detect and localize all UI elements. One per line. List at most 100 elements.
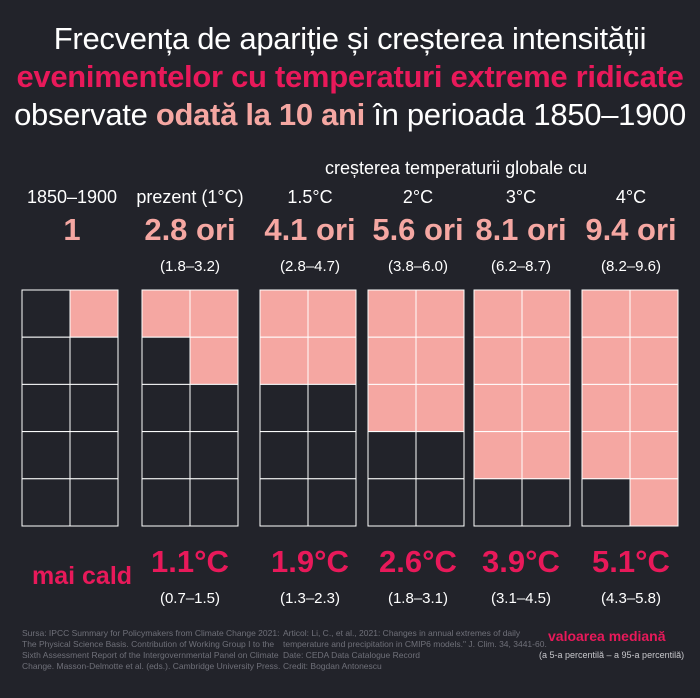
column-label: 2°C [402, 187, 434, 207]
frequency-value: 8.1 ori [475, 212, 567, 247]
frequency-range: (6.2–8.7) [490, 258, 552, 275]
grid-cell-highlighted [259, 336, 309, 385]
grid-cell-highlighted [581, 336, 631, 385]
grid-cell [141, 336, 191, 385]
grid-cell [21, 336, 71, 385]
grid-cell [307, 431, 357, 480]
grid-cell [141, 478, 191, 527]
warming-label: creșterea temperaturii globale cu [325, 158, 588, 178]
grid-cell-highlighted [415, 336, 465, 385]
frequency-range: (3.8–6.0) [387, 258, 449, 275]
frequency-grid [367, 289, 465, 527]
title-line-3-end: în perioada 1850–1900 [364, 97, 686, 132]
grid-cell-highlighted [473, 289, 523, 338]
source-right: Articol: Li, C., et al., 2021: Changes i… [283, 628, 547, 672]
frequency-range: (1.8–3.2) [159, 258, 221, 275]
temperature-range: (3.1–4.5) [490, 590, 552, 607]
grid-cell [69, 431, 119, 480]
grid-cell-highlighted [629, 478, 679, 527]
grid-cell [69, 383, 119, 433]
column-label: 4°C [615, 187, 647, 207]
grid-cell-highlighted [581, 383, 631, 433]
frequency-range: (8.2–9.6) [600, 258, 662, 275]
title-line-3-highlight: odată la 10 ani [155, 97, 365, 132]
grid-cell-highlighted [415, 289, 465, 338]
median-label: valoarea mediană [548, 628, 666, 644]
grid-cell [473, 478, 523, 527]
frequency-grid [21, 289, 119, 527]
grid-cell [69, 336, 119, 385]
source-left-line: Change. Masson-Delmotte et al. (eds.). C… [22, 661, 281, 671]
grid-cell-highlighted [629, 289, 679, 338]
frequency-grid [141, 289, 239, 527]
title-line-1: Frecvența de apariție și creșterea inten… [53, 21, 647, 56]
source-left-line: The Physical Science Basis. Contribution… [22, 639, 275, 649]
source-left-line: Sixth Assessment Report of the Intergove… [22, 650, 279, 660]
grid-cell [21, 478, 71, 527]
grid-cell [521, 478, 571, 527]
grid-cell [367, 431, 417, 480]
source-left-line: Sursa: IPCC Summary for Policymakers fro… [22, 628, 280, 638]
grid-cell [259, 431, 309, 480]
frequency-value: 9.4 ori [585, 212, 677, 247]
grid-cell [259, 478, 309, 527]
frequency-value: 2.8 ori [144, 212, 236, 247]
grid-cell [189, 383, 239, 433]
grid-cell [189, 431, 239, 480]
grid-cell-highlighted [367, 289, 417, 338]
title-line-3-start: observate [14, 97, 156, 132]
grid-cell [141, 383, 191, 433]
temperature-value: 5.1°C [592, 544, 670, 579]
grid-cell [415, 478, 465, 527]
grid-cell-highlighted [141, 289, 191, 338]
temperature-range: (0.7–1.5) [159, 590, 221, 607]
warmer-label: mai cald [32, 562, 133, 590]
grid-cell [141, 431, 191, 480]
title-line-2: evenimentelor cu temperaturi extreme rid… [16, 59, 684, 94]
source-right-line: Articol: Li, C., et al., 2021: Changes i… [283, 628, 521, 638]
grid-cell [21, 289, 71, 338]
grid-cell [367, 478, 417, 527]
column-label: 1.5°C [287, 187, 333, 207]
frequency-value: 4.1 ori [264, 212, 356, 247]
source-right-line: Credit: Bogdan Antonescu [283, 661, 382, 671]
grid-cell [581, 478, 631, 527]
grid-cell-highlighted [259, 289, 309, 338]
frequency-range: (2.8–4.7) [279, 258, 341, 275]
frequency-grid [581, 289, 679, 527]
grid-cell [307, 383, 357, 433]
grid-cell [307, 478, 357, 527]
column-label: prezent (1°C) [136, 187, 244, 207]
grid-cell [21, 431, 71, 480]
grid-cell [415, 431, 465, 480]
chart-title: Frecvența de apariție și creșterea inten… [0, 20, 700, 134]
temperature-range: (1.3–2.3) [279, 590, 341, 607]
grid-cell-highlighted [189, 289, 239, 338]
grid-cell [21, 383, 71, 433]
grid-cell-highlighted [629, 431, 679, 480]
grid-cell-highlighted [473, 383, 523, 433]
grid-cell-highlighted [69, 289, 119, 338]
temperature-value: 1.9°C [271, 544, 349, 579]
grid-cell [259, 383, 309, 433]
grid-cell-highlighted [307, 289, 357, 338]
grid-cell-highlighted [415, 383, 465, 433]
grid-cell [69, 478, 119, 527]
source-right-line: Date: CEDA Data Catalogue Record [283, 650, 421, 660]
temperature-range: (1.8–3.1) [387, 590, 449, 607]
temperature-value: 3.9°C [482, 544, 560, 579]
title-line-3: observate odată la 10 ani în perioada 18… [0, 96, 700, 134]
frequency-value: 1 [63, 212, 81, 247]
grid-cell-highlighted [473, 431, 523, 480]
grid-cell-highlighted [473, 336, 523, 385]
grid-cell-highlighted [521, 383, 571, 433]
grid-cell-highlighted [189, 336, 239, 385]
grid-cell-highlighted [521, 431, 571, 480]
frequency-grid [473, 289, 571, 527]
grid-cell-highlighted [629, 383, 679, 433]
frequency-value: 5.6 ori [372, 212, 464, 247]
column-label: 1850–1900 [26, 187, 118, 207]
grid-cell-highlighted [521, 289, 571, 338]
temperature-value: 2.6°C [379, 544, 457, 579]
